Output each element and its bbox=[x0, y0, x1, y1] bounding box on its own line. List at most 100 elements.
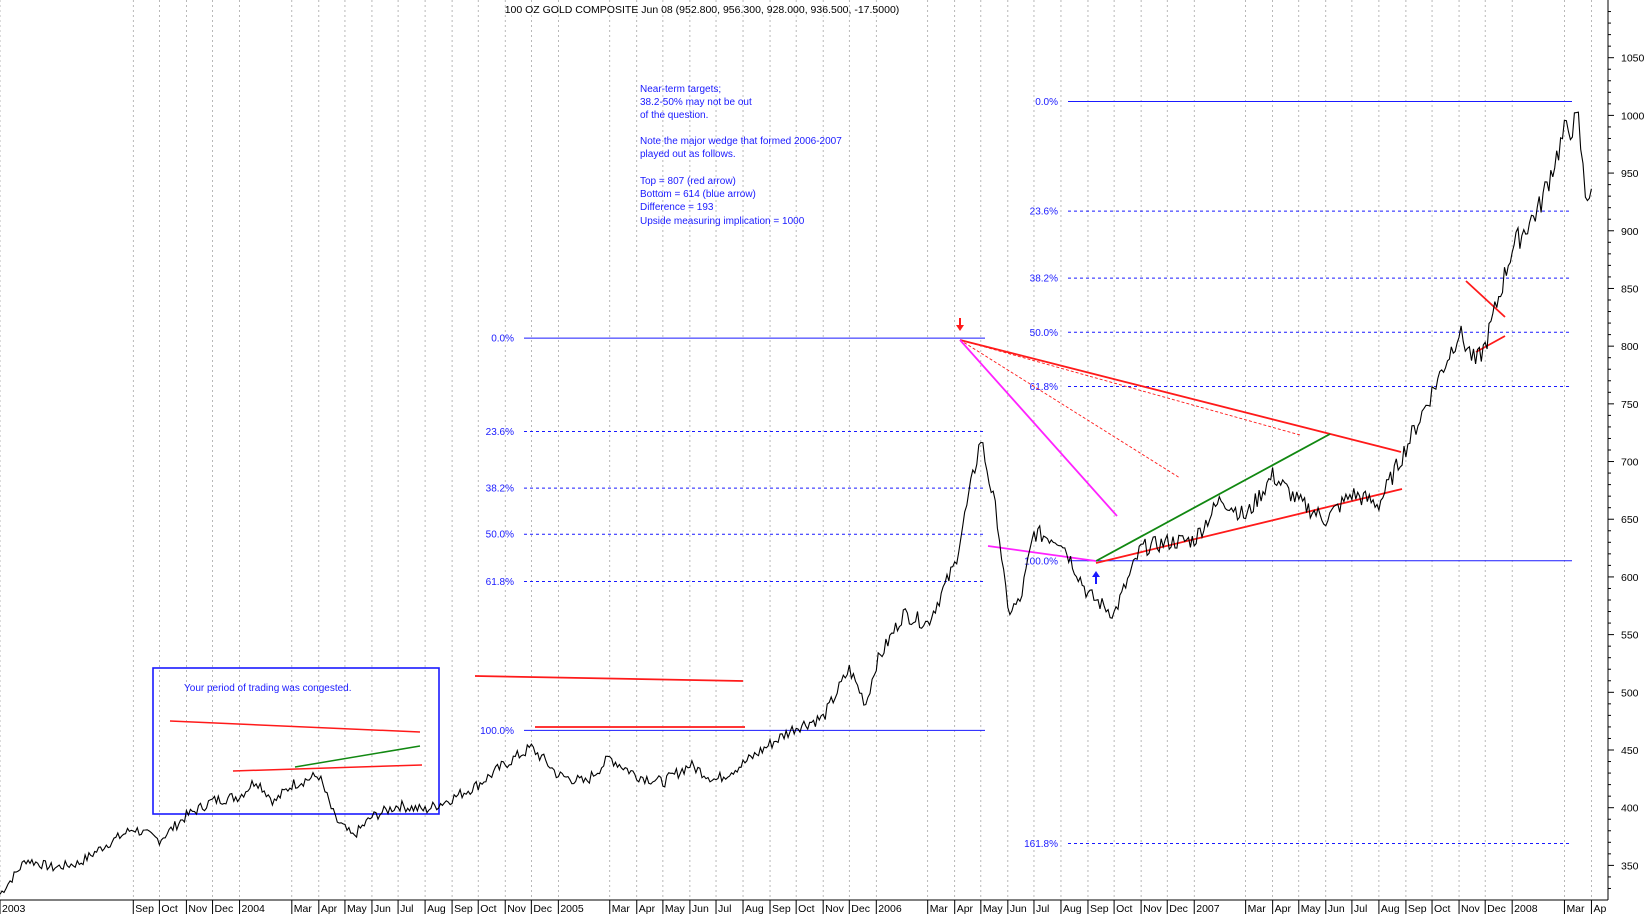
trendlines bbox=[169, 280, 1506, 772]
fib-label-0-4: 61.8% bbox=[486, 577, 514, 588]
x-tick-label-50: Mar bbox=[1566, 903, 1585, 915]
y-axis-ticks: 350 400 450 500 550 600 650 700 750 800 850 900 950 1… bbox=[1608, 11, 1645, 889]
x-tick-label-37: Dec bbox=[1169, 903, 1188, 915]
x-tick-label-22: Aug bbox=[745, 903, 764, 915]
y-tick-label-2: 450 bbox=[1621, 745, 1639, 757]
magenta-decline bbox=[959, 339, 1118, 517]
price-line bbox=[0, 111, 1592, 895]
x-tick-label-24: Oct bbox=[798, 903, 814, 915]
vertical-grid bbox=[0, 0, 1592, 900]
note-line-1: Near-term targets; bbox=[640, 84, 721, 95]
x-tick-label-4: Dec bbox=[215, 903, 234, 915]
x-tick-label-51: Ap bbox=[1593, 903, 1606, 915]
y-tick-label-3: 500 bbox=[1621, 687, 1639, 699]
x-tick-label-14: Nov bbox=[507, 903, 526, 915]
fib-label-1-6: 161.8% bbox=[1024, 839, 1058, 850]
trendline-2004-lower bbox=[232, 764, 423, 772]
blue-arrow bbox=[1092, 571, 1100, 584]
x-tick-label-35: Oct bbox=[1116, 903, 1132, 915]
fib-label-1-0: 0.0% bbox=[1035, 97, 1058, 108]
x-tick-label-32: Jul bbox=[1036, 903, 1049, 915]
red-arrow bbox=[956, 318, 964, 331]
wedge-green bbox=[1095, 433, 1331, 562]
pennant-upper bbox=[1465, 280, 1506, 318]
x-tick-label-13: Oct bbox=[480, 903, 496, 915]
y-tick-label-1: 400 bbox=[1621, 803, 1639, 815]
x-tick-label-31: Jun bbox=[1010, 903, 1027, 915]
x-tick-label-29: Apr bbox=[957, 903, 974, 915]
x-tick-label-10: Jul bbox=[400, 903, 413, 915]
x-tick-label-21: Jul bbox=[718, 903, 731, 915]
chart-title: 100 OZ GOLD COMPOSITE Jun 08 (952.800, 9… bbox=[505, 4, 900, 16]
x-tick-label-8: May bbox=[347, 903, 368, 915]
y-tick-label-7: 700 bbox=[1621, 457, 1639, 469]
x-tick-label-42: Jun bbox=[1328, 903, 1345, 915]
x-axis-ticks: 2003 Sep Oct Nov Dec 2004 Mar Apr May Jun Jul Aug Se… bbox=[0, 900, 1606, 915]
x-tick-label-38: 2007 bbox=[1196, 903, 1220, 915]
fib-label-0-2: 38.2% bbox=[486, 484, 514, 495]
fib-label-1-4: 61.8% bbox=[1030, 382, 1058, 393]
fib-label-0-5: 100.0% bbox=[480, 726, 514, 737]
note-line-2: 38.2-50% may not be out bbox=[640, 97, 752, 108]
fibonacci-levels: 0.0% 23.6% 38.2% 50.0% 61.8% 100.0% 0.0% 23.6% 3… bbox=[480, 97, 1572, 850]
x-tick-label-3: Nov bbox=[188, 903, 207, 915]
y-tick-label-14: 1050 bbox=[1621, 53, 1645, 65]
note-line-9: Upside measuring implication = 1000 bbox=[640, 216, 805, 227]
congestion-box bbox=[152, 667, 440, 815]
fib-label-1-1: 23.6% bbox=[1030, 207, 1058, 218]
x-tick-label-18: Apr bbox=[639, 903, 656, 915]
x-tick-label-1: Sep bbox=[135, 903, 154, 915]
x-tick-label-26: Dec bbox=[851, 903, 870, 915]
x-tick-label-19: May bbox=[665, 903, 686, 915]
x-tick-label-0: 2003 bbox=[2, 903, 26, 915]
notes: Near-term targets; 38.2-50% may not be o… bbox=[640, 84, 842, 227]
x-tick-label-41: May bbox=[1301, 903, 1322, 915]
x-tick-label-20: Jun bbox=[692, 903, 709, 915]
y-tick-label-11: 900 bbox=[1621, 226, 1639, 238]
x-tick-label-47: Nov bbox=[1461, 903, 1480, 915]
x-tick-label-23: Sep bbox=[772, 903, 791, 915]
trendline-2004-upper bbox=[169, 720, 421, 733]
y-tick-label-5: 600 bbox=[1621, 572, 1639, 584]
note-line-7: Bottom = 614 (blue arrow) bbox=[640, 189, 756, 200]
x-tick-label-28: Mar bbox=[930, 903, 949, 915]
x-tick-label-16: 2005 bbox=[560, 903, 584, 915]
x-tick-label-46: Oct bbox=[1434, 903, 1450, 915]
x-tick-label-48: Dec bbox=[1487, 903, 1506, 915]
y-tick-label-8: 750 bbox=[1621, 399, 1639, 411]
y-tick-label-4: 550 bbox=[1621, 630, 1639, 642]
x-tick-label-11: Aug bbox=[427, 903, 446, 915]
x-tick-label-39: Mar bbox=[1248, 903, 1267, 915]
trendline-2005-upper bbox=[474, 675, 744, 682]
fib-label-0-3: 50.0% bbox=[486, 530, 514, 541]
x-tick-label-33: Aug bbox=[1063, 903, 1082, 915]
x-tick-label-44: Aug bbox=[1381, 903, 1400, 915]
y-tick-label-13: 1000 bbox=[1621, 110, 1645, 122]
fib-label-1-3: 50.0% bbox=[1030, 328, 1058, 339]
y-tick-label-10: 850 bbox=[1621, 283, 1639, 295]
x-tick-label-12: Sep bbox=[454, 903, 473, 915]
x-tick-label-45: Sep bbox=[1408, 903, 1427, 915]
fib-label-1-5: 100.0% bbox=[1024, 556, 1058, 567]
x-tick-label-43: Jul bbox=[1354, 903, 1367, 915]
wedge-lower bbox=[1095, 488, 1403, 564]
note-line-3: of the question. bbox=[640, 110, 708, 121]
fib-label-0-1: 23.6% bbox=[486, 427, 514, 438]
note-line-8: Difference = 193 bbox=[640, 202, 714, 213]
magenta-base bbox=[987, 545, 1097, 562]
x-tick-label-7: Apr bbox=[321, 903, 338, 915]
y-tick-label-12: 950 bbox=[1621, 168, 1639, 180]
x-tick-label-27: 2006 bbox=[878, 903, 902, 915]
x-tick-label-25: Nov bbox=[825, 903, 844, 915]
fib-label-0-0: 0.0% bbox=[491, 334, 514, 345]
x-tick-label-5: 2004 bbox=[242, 903, 266, 915]
trendline-2004-green bbox=[294, 745, 421, 768]
x-tick-label-30: May bbox=[983, 903, 1004, 915]
x-tick-label-17: Mar bbox=[612, 903, 631, 915]
dashed-fan-2 bbox=[959, 339, 1301, 436]
x-tick-label-34: Sep bbox=[1090, 903, 1109, 915]
x-tick-label-49: 2008 bbox=[1514, 903, 1538, 915]
note-line-4: Note the major wedge that formed 2006-20… bbox=[640, 136, 842, 147]
x-tick-label-40: Apr bbox=[1275, 903, 1292, 915]
x-tick-label-6: Mar bbox=[294, 903, 313, 915]
